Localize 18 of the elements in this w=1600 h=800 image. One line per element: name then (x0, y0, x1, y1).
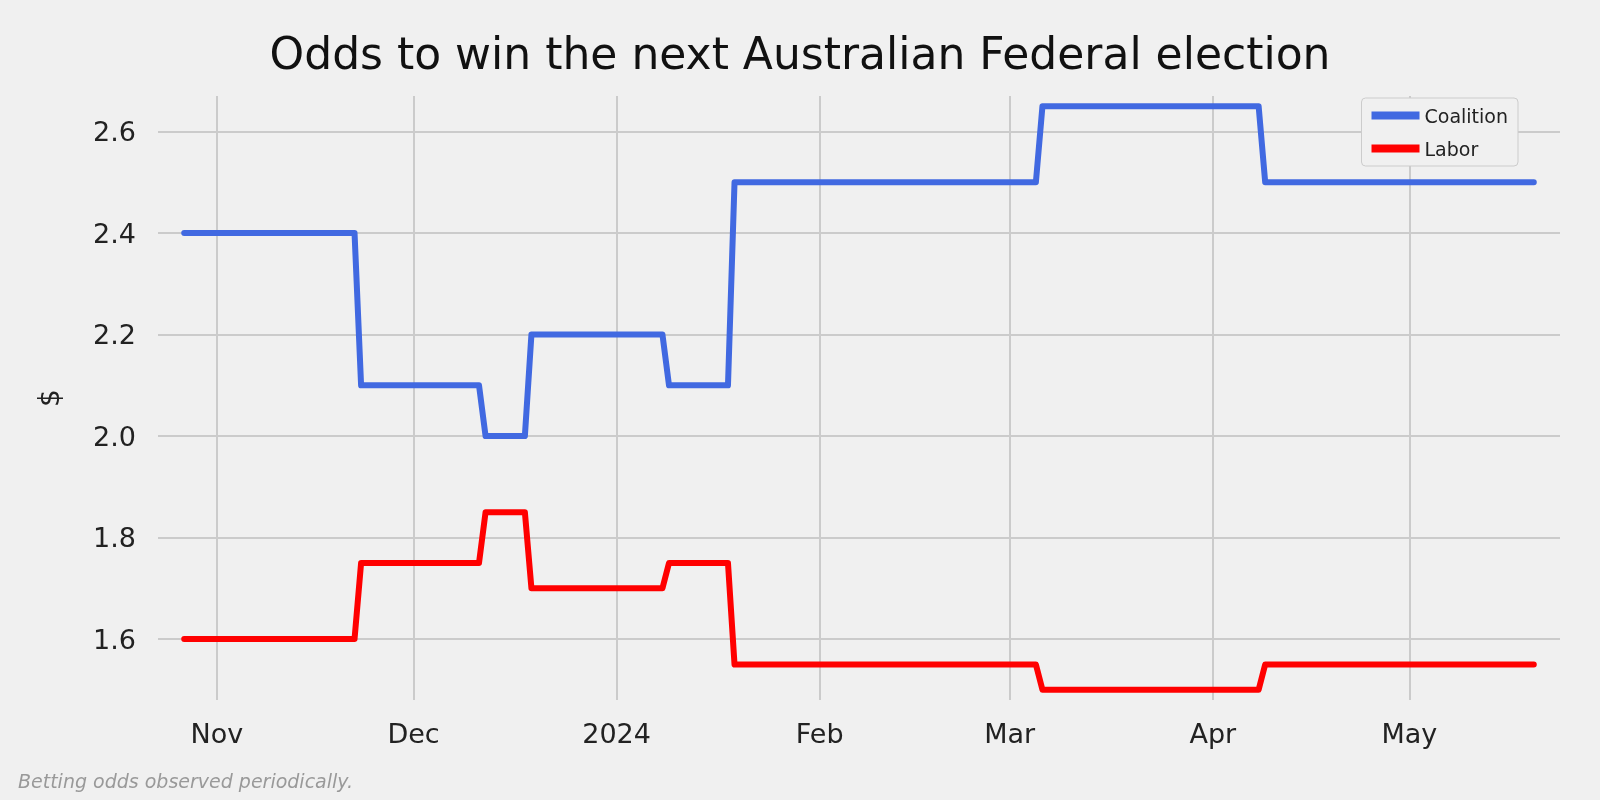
x-tick-label: Feb (795, 718, 844, 749)
y-tick-label: 2.0 (93, 420, 136, 452)
y-tick-label: 1.6 (93, 623, 136, 655)
x-tick-label: Mar (984, 718, 1037, 749)
y-tick-label: 2.2 (93, 319, 136, 351)
y-axis-title: $ (32, 389, 66, 407)
y-tick-label: 2.6 (93, 116, 136, 148)
y-tick-label: 2.4 (93, 217, 136, 249)
x-tick-label: Nov (190, 718, 244, 749)
x-tick-label: 2024 (582, 718, 651, 749)
x-tick-label: Dec (387, 718, 440, 749)
text: Betting odds observed periodically. (18, 770, 354, 792)
x-tick-label: Apr (1189, 718, 1238, 749)
legend-label: Coalition (1424, 104, 1509, 127)
legend-label: Labor (1424, 137, 1479, 160)
chart-title: Odds to win the next Australian Federal election (269, 27, 1331, 79)
x-tick-label: May (1381, 718, 1438, 749)
y-tick-label: 1.8 (93, 522, 136, 554)
